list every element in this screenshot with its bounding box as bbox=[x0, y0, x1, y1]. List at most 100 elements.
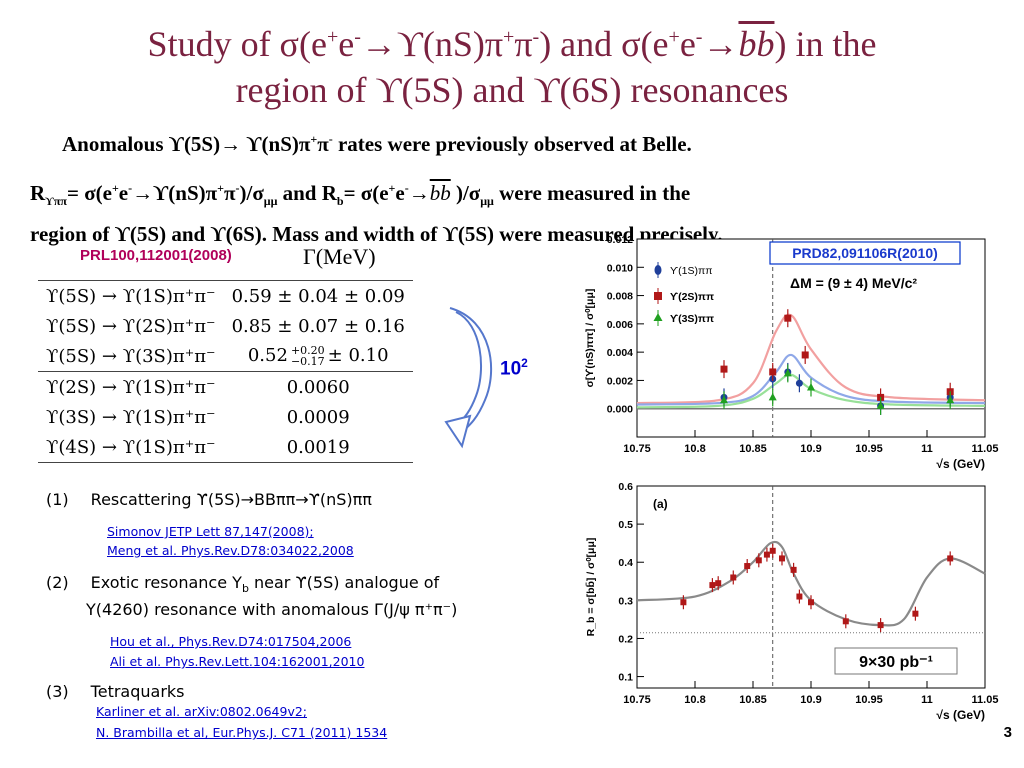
reference-link[interactable]: Ali et al. Phys.Rev.Lett.104:162001,2010 bbox=[110, 654, 365, 669]
data-point bbox=[796, 593, 803, 600]
x-axis-label: √s (GeV) bbox=[936, 457, 985, 471]
title-line-1: Study of σ(e+e-→ϒ(nS)π+π-) and σ(e+e-→bb… bbox=[147, 24, 877, 64]
luminosity-annotation: 9×30 pb⁻¹ bbox=[859, 654, 933, 671]
legend-marker bbox=[654, 265, 662, 275]
x-tick-label: 10.75 bbox=[623, 443, 651, 455]
y-tick-label: 0.000 bbox=[607, 404, 633, 416]
y-tick-label: 0.1 bbox=[618, 672, 633, 684]
table-row: ϒ(5S) → ϒ(3S)π⁺π⁻ 0.52 +0.20 −0.17 ± 0.10 bbox=[46, 344, 389, 368]
fit-curve bbox=[636, 373, 986, 409]
data-point bbox=[801, 351, 809, 359]
y-tick-label: 0.006 bbox=[607, 319, 633, 331]
legend-marker bbox=[653, 313, 663, 321]
chart-reference: PRD82,091106R(2010) bbox=[792, 245, 938, 261]
reference-link[interactable]: N. Brambilla et al, Eur.Phys.J. C71 (201… bbox=[96, 725, 388, 740]
data-point bbox=[680, 599, 687, 606]
reference-link[interactable]: Meng et al. Phys.Rev.D78:034022,2008 bbox=[107, 543, 354, 558]
data-point bbox=[876, 401, 885, 409]
data-point bbox=[720, 365, 728, 373]
explanation-3: (3) Tetraquarks bbox=[46, 682, 185, 701]
table-reference: PRL100,112001(2008) bbox=[80, 247, 232, 264]
data-point bbox=[790, 566, 797, 573]
page-number: 3 bbox=[1003, 724, 1012, 741]
title-line-2: region of ϒ(5S) and ϒ(6S) resonances bbox=[235, 70, 789, 110]
reference-box bbox=[769, 241, 961, 265]
x-tick-label: 11.05 bbox=[972, 694, 999, 706]
explanation-1: (1) Rescattering ϒ(5S)→BBππ→ϒ(nS)ππ bbox=[46, 490, 372, 509]
y-tick-label: 0.010 bbox=[607, 262, 633, 274]
data-point bbox=[912, 610, 919, 617]
x-axis-label: √s (GeV) bbox=[936, 708, 985, 722]
table-row: ϒ(5S) → ϒ(1S)π⁺π⁻ 0.59 ± 0.04 ± 0.09 bbox=[46, 285, 405, 307]
mass-shift-annotation: ΔM = (9 ± 4) MeV/c² bbox=[790, 275, 917, 291]
y-tick-label: 0.2 bbox=[618, 633, 633, 645]
data-point bbox=[769, 368, 777, 376]
x-tick-label: 10.95 bbox=[855, 443, 883, 455]
data-point bbox=[807, 383, 815, 391]
legend-marker bbox=[654, 292, 662, 300]
data-point bbox=[947, 555, 954, 562]
y-tick-label: 0.4 bbox=[618, 557, 633, 569]
explanation-2-line-2: Y(4260) resonance with anomalous Γ(J/ψ π… bbox=[86, 600, 458, 619]
bb-bar: bb bbox=[738, 24, 775, 64]
y-axis-label: R_b = σ[bb̄] / σ⁰[μμ] bbox=[585, 538, 597, 637]
x-tick-label: 10.95 bbox=[855, 694, 883, 706]
data-point bbox=[730, 574, 737, 581]
data-point bbox=[877, 622, 884, 629]
y-tick-label: 0.6 bbox=[618, 481, 633, 493]
curved-arrow-icon bbox=[444, 307, 493, 449]
legend-label: ϒ(2S)ππ bbox=[670, 291, 714, 303]
data-point bbox=[784, 314, 792, 322]
data-point bbox=[720, 395, 728, 404]
rates-table: ϒ(5S) → ϒ(1S)π⁺π⁻ 0.59 ± 0.04 ± 0.09 ϒ(5S… bbox=[38, 280, 413, 463]
data-point bbox=[946, 395, 955, 404]
data-point bbox=[769, 547, 776, 554]
reference-link[interactable]: Karliner et al. arXiv:0802.0649v2; bbox=[96, 704, 308, 719]
x-tick-label: 11.05 bbox=[972, 443, 999, 455]
ratio-label: 102 bbox=[500, 356, 528, 380]
y-tick-label: 0.5 bbox=[618, 519, 633, 531]
data-point bbox=[755, 557, 762, 564]
legend-label: ϒ(3S)ππ bbox=[670, 313, 714, 325]
table-row: ϒ(4S) → ϒ(1S)π⁺π⁻ 0.0019 bbox=[46, 436, 350, 458]
intro-line-1: Anomalous ϒ(5S)→ ϒ(nS)π+π- rates were pr… bbox=[62, 132, 692, 156]
reference-link[interactable]: Simonov JETP Lett 87,147(2008); bbox=[107, 524, 314, 539]
reference-link[interactable]: Hou et al., Phys.Rev.D74:017504,2006 bbox=[110, 634, 352, 649]
table-header-gamma: Γ(MeV) bbox=[303, 244, 376, 269]
y-axis-label: σ[ϒ(nS)ππ] / σ⁰[μμ] bbox=[584, 289, 596, 388]
panel-label: (a) bbox=[653, 497, 668, 511]
data-point bbox=[715, 580, 722, 587]
data-point bbox=[779, 555, 785, 562]
x-tick-label: 11 bbox=[921, 694, 933, 706]
data-point bbox=[768, 392, 777, 401]
x-tick-label: 10.8 bbox=[684, 443, 705, 455]
intro-line-3: region of ϒ(5S) and ϒ(6S). Mass and widt… bbox=[30, 222, 723, 247]
x-tick-label: 10.75 bbox=[623, 694, 651, 706]
data-point bbox=[842, 618, 849, 625]
table-row: ϒ(2S) → ϒ(1S)π⁺π⁻ 0.0060 bbox=[38, 371, 413, 402]
data-point bbox=[709, 582, 716, 589]
x-tick-label: 10.8 bbox=[684, 694, 705, 706]
data-point bbox=[795, 379, 803, 387]
rb-chart: 10.75 10.8 10.85 10.9 10.95 11 11.05 0.1 0.2 0.3 0… bbox=[585, 481, 999, 722]
x-tick-label: 10.9 bbox=[800, 443, 821, 455]
table-row: ϒ(5S) → ϒ(2S)π⁺π⁻ 0.85 ± 0.07 ± 0.16 bbox=[46, 315, 405, 337]
data-point bbox=[763, 551, 770, 558]
y-tick-label: 0.004 bbox=[607, 347, 633, 359]
table-row: ϒ(3S) → ϒ(1S)π⁺π⁻ 0.0009 bbox=[46, 406, 350, 428]
x-tick-label: 10.85 bbox=[739, 443, 767, 455]
legend-label: ϒ(1S)ππ bbox=[670, 265, 712, 277]
luminosity-box bbox=[834, 647, 958, 675]
y-tick-label: 0.008 bbox=[607, 291, 633, 303]
data-point bbox=[783, 368, 792, 377]
x-tick-label: 10.9 bbox=[800, 694, 821, 706]
data-point bbox=[808, 599, 814, 606]
y-tick-label: 0.012 bbox=[607, 234, 633, 246]
intro-line-2: Rϒππ= σ(e+e-→ϒ(nS)π+π-)/σμμ and Rb= σ(e+… bbox=[30, 172, 723, 251]
y-tick-label: 0.002 bbox=[607, 375, 633, 387]
slide-title: Study of σ(e+e-→ϒ(nS)π+π-) and σ(e+e-→bb… bbox=[0, 14, 1024, 113]
x-tick-label: 10.85 bbox=[739, 694, 767, 706]
x-tick-label: 11 bbox=[921, 443, 933, 455]
explanation-2: (2) Exotic resonance Yb near ϒ(5S) analog… bbox=[46, 573, 440, 596]
y-tick-label: 0.3 bbox=[618, 595, 633, 607]
